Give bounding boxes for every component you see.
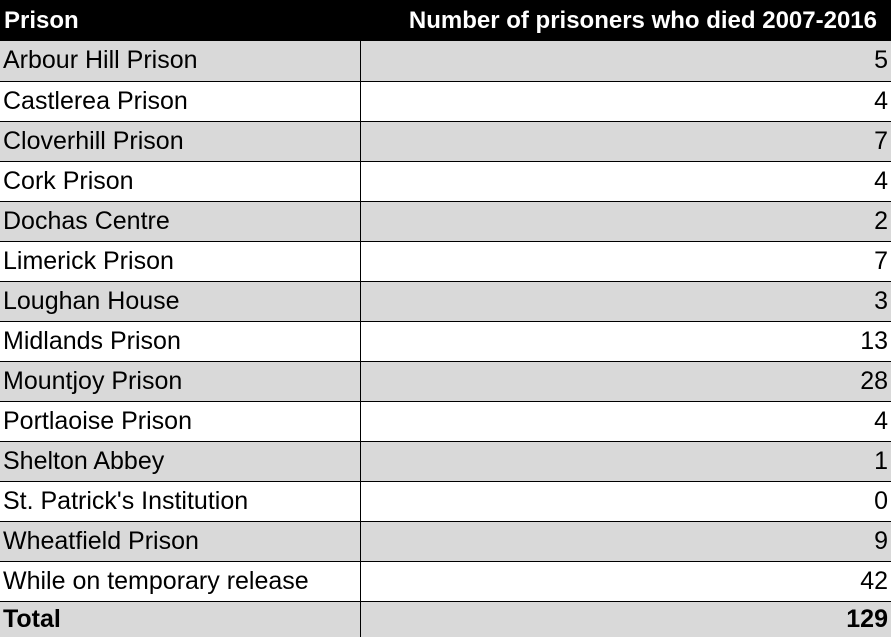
death-count-cell: 4 bbox=[360, 161, 891, 202]
prison-name-cell: Portlaoise Prison bbox=[0, 401, 361, 442]
table-row: Midlands Prison 13 bbox=[0, 321, 891, 362]
column-header-prison: Prison bbox=[0, 0, 360, 41]
prison-name-cell: Shelton Abbey bbox=[0, 441, 361, 482]
death-count-cell: 7 bbox=[360, 121, 891, 162]
death-count-cell: 28 bbox=[360, 361, 891, 402]
death-count-cell: 4 bbox=[360, 401, 891, 442]
death-count-cell: 13 bbox=[360, 321, 891, 362]
death-count-cell: 9 bbox=[360, 521, 891, 562]
table-row: Limerick Prison 7 bbox=[0, 241, 891, 282]
table-row: Mountjoy Prison 28 bbox=[0, 361, 891, 402]
total-row: Total 129 bbox=[0, 601, 891, 637]
column-header-deaths: Number of prisoners who died 2007-2016 bbox=[360, 0, 891, 41]
prison-name-cell: Cloverhill Prison bbox=[0, 121, 361, 162]
prison-name-cell: Midlands Prison bbox=[0, 321, 361, 362]
table-row: Castlerea Prison 4 bbox=[0, 81, 891, 122]
prison-name-cell: Cork Prison bbox=[0, 161, 361, 202]
prison-name-cell: Mountjoy Prison bbox=[0, 361, 361, 402]
total-value: 129 bbox=[360, 601, 891, 637]
table-row: Wheatfield Prison 9 bbox=[0, 521, 891, 562]
prison-name-cell: Castlerea Prison bbox=[0, 81, 361, 122]
prison-name-cell: Loughan House bbox=[0, 281, 361, 322]
prison-name-cell: Dochas Centre bbox=[0, 201, 361, 242]
death-count-cell: 42 bbox=[360, 561, 891, 602]
table-row: Portlaoise Prison 4 bbox=[0, 401, 891, 442]
table-row: Loughan House 3 bbox=[0, 281, 891, 322]
prison-name-cell: While on temporary release bbox=[0, 561, 361, 602]
table-row: Arbour Hill Prison 5 bbox=[0, 41, 891, 82]
header-row: Prison Number of prisoners who died 2007… bbox=[0, 0, 891, 41]
death-count-cell: 2 bbox=[360, 201, 891, 242]
total-label: Total bbox=[0, 601, 361, 637]
table-row: St. Patrick's Institution 0 bbox=[0, 481, 891, 522]
table-row: Shelton Abbey 1 bbox=[0, 441, 891, 482]
prison-name-cell: Limerick Prison bbox=[0, 241, 361, 282]
table-body: Arbour Hill Prison 5 Castlerea Prison 4 Clov… bbox=[0, 41, 891, 602]
death-count-cell: 7 bbox=[360, 241, 891, 282]
prison-name-cell: Arbour Hill Prison bbox=[0, 41, 361, 82]
death-count-cell: 1 bbox=[360, 441, 891, 482]
death-count-cell: 5 bbox=[360, 41, 891, 82]
prison-name-cell: St. Patrick's Institution bbox=[0, 481, 361, 522]
table-row: Cloverhill Prison 7 bbox=[0, 121, 891, 162]
table-row: Cork Prison 4 bbox=[0, 161, 891, 202]
table-row: While on temporary release 42 bbox=[0, 561, 891, 602]
table-row: Dochas Centre 2 bbox=[0, 201, 891, 242]
prison-name-cell: Wheatfield Prison bbox=[0, 521, 361, 562]
death-count-cell: 4 bbox=[360, 81, 891, 122]
death-count-cell: 0 bbox=[360, 481, 891, 522]
death-count-cell: 3 bbox=[360, 281, 891, 322]
